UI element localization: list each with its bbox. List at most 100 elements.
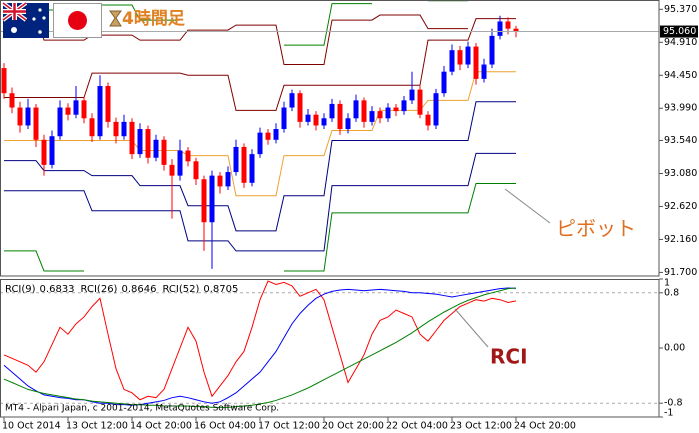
- y-tick-label: 93.990: [664, 103, 697, 114]
- candle-body: [273, 129, 279, 140]
- candle-body: [449, 50, 455, 72]
- annotation-pointer: [504, 188, 551, 224]
- candle-body: [161, 139, 167, 165]
- rci-line: [3, 287, 517, 408]
- candle-body: [513, 28, 519, 32]
- current-price-box: [660, 25, 698, 38]
- rci-plot: [0, 280, 659, 408]
- candle-body: [289, 93, 295, 108]
- main-frame: [0, 0, 660, 277]
- candle-body: [305, 114, 311, 122]
- legend-name: RCI(52): [162, 284, 199, 295]
- legend-name: RCI(26): [81, 284, 118, 295]
- pivot-line: [4, 250, 84, 272]
- candle-body: [185, 150, 191, 162]
- main-plot: [0, 0, 659, 272]
- candle-body: [353, 100, 359, 119]
- candle-body: [297, 93, 303, 122]
- candle-body: [9, 93, 15, 108]
- x-tick-label: 20 Oct 20:00: [322, 421, 384, 432]
- candle-body: [41, 139, 47, 165]
- candle-body: [481, 64, 487, 79]
- y-tick-label: 0.00: [664, 343, 685, 354]
- candle-body: [201, 179, 207, 223]
- rci-line: [3, 280, 517, 401]
- candle-body: [433, 93, 439, 126]
- current-price-label: 95.060: [663, 26, 696, 37]
- candle-body: [233, 146, 239, 173]
- x-tick-label: 10 Oct 2014: [2, 421, 61, 432]
- legend-name: RCI(9): [5, 284, 36, 295]
- candle-body: [281, 107, 287, 130]
- candle-body: [313, 114, 319, 126]
- y-tick-label: 93.540: [664, 135, 697, 146]
- candle-body: [33, 107, 39, 140]
- candle-body: [57, 107, 63, 137]
- candle-body: [217, 175, 223, 187]
- x-tick-label: 13 Oct 12:00: [66, 421, 128, 432]
- candle-body: [25, 107, 31, 126]
- candle-body: [265, 132, 271, 140]
- candle-body: [209, 175, 215, 223]
- candle-body: [1, 68, 7, 94]
- candle-body: [225, 172, 231, 187]
- candle-body: [457, 50, 463, 65]
- candle-body: [105, 86, 111, 122]
- candle-body: [73, 100, 79, 115]
- pivot-line: [4, 71, 516, 197]
- candle-body: [249, 154, 255, 183]
- candle-body: [489, 35, 495, 65]
- candle-body: [409, 89, 415, 101]
- legend-value: 0.8705: [203, 284, 238, 295]
- x-tick-label: 16 Oct 04:00: [194, 421, 256, 432]
- candle-body: [345, 118, 351, 130]
- y-tick-label: -1: [664, 408, 673, 419]
- candle-body: [361, 100, 367, 122]
- y-tick-label: 92.160: [664, 234, 697, 245]
- candle-body: [177, 150, 183, 176]
- candle-body: [473, 46, 479, 79]
- candle-body: [329, 103, 335, 119]
- candle-body: [337, 103, 343, 130]
- candle-body: [137, 129, 143, 155]
- x-tick-label: 17 Oct 12:00: [258, 421, 320, 432]
- hourglass-icon: [109, 10, 122, 27]
- candle-body: [385, 107, 391, 119]
- candle-body: [89, 118, 95, 137]
- candle-body: [441, 71, 447, 94]
- japan-flag: [53, 3, 102, 38]
- candle-body: [17, 107, 23, 126]
- rci-frame: [0, 279, 660, 418]
- y-tick-label: 92.620: [664, 201, 697, 212]
- candle-body: [497, 21, 503, 36]
- candle-body: [401, 100, 407, 112]
- y-tick-label: 94.910: [664, 37, 697, 48]
- annotation-pointer: [454, 308, 489, 348]
- y-tick-label: 91.700: [664, 267, 697, 278]
- rci-annotation: RCI: [490, 345, 528, 369]
- candle-body: [145, 129, 151, 158]
- candle-body: [193, 161, 199, 180]
- candle-body: [369, 111, 375, 122]
- x-tick-label: 22 Oct 04:00: [386, 421, 448, 432]
- pivot-line: [284, 3, 372, 46]
- y-tick-label: 94.450: [664, 70, 697, 81]
- axes: 95.370 94.910 94.450 93.990 93.540 93.080 92.6…: [2, 4, 698, 432]
- x-tick-label: 14 Oct 20:00: [130, 421, 192, 432]
- x-tick-label: 23 Oct 12:00: [450, 421, 512, 432]
- legend-value: 0.6833: [40, 284, 75, 295]
- candle-body: [49, 136, 55, 165]
- y-tick-label: 95.370: [664, 4, 697, 15]
- candle-body: [129, 121, 135, 155]
- australia-flag: [1, 1, 49, 38]
- x-tick-label: 24 Oct 20:00: [514, 421, 576, 432]
- candle-body: [113, 121, 119, 137]
- candle-body: [393, 107, 399, 112]
- y-tick-label: 1: [664, 278, 670, 289]
- candle-body: [417, 89, 423, 115]
- candle-body: [65, 107, 71, 115]
- pivot-line: [4, 101, 516, 232]
